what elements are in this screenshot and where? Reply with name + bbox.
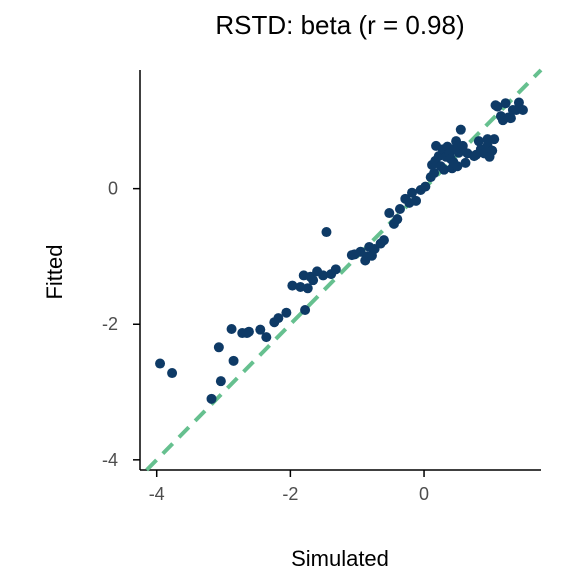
- data-point: [330, 264, 341, 275]
- data-point: [281, 307, 292, 318]
- y-tick-label: -4: [102, 450, 118, 470]
- data-point: [206, 393, 217, 404]
- data-point: [517, 105, 528, 115]
- data-point: [455, 124, 466, 135]
- data-point: [226, 323, 237, 334]
- data-point: [300, 305, 311, 315]
- x-tick-label: -4: [149, 484, 165, 504]
- data-point: [215, 376, 226, 387]
- data-point: [378, 235, 389, 246]
- data-point: [482, 134, 493, 145]
- data-point: [487, 145, 498, 156]
- data-point: [500, 98, 511, 109]
- data-point: [155, 358, 166, 369]
- x-tick-label: -2: [282, 484, 298, 504]
- data-point: [228, 355, 239, 366]
- data-point: [407, 187, 418, 198]
- data-point: [457, 140, 468, 151]
- identity-reference-line: [145, 68, 543, 472]
- data-point: [420, 181, 431, 192]
- y-tick-label: -2: [102, 314, 118, 334]
- data-point: [308, 275, 319, 286]
- data-point: [255, 324, 266, 335]
- data-point: [243, 326, 254, 337]
- data-point: [384, 208, 395, 219]
- data-point: [492, 101, 503, 112]
- x-tick-label: 0: [419, 484, 429, 504]
- data-point: [167, 368, 178, 379]
- x-axis-label: Simulated: [291, 546, 389, 571]
- data-point: [411, 195, 422, 206]
- data-point: [460, 157, 471, 168]
- data-point: [394, 203, 405, 214]
- data-point: [287, 280, 298, 291]
- x-ticks: -4 -2 0: [149, 470, 429, 504]
- data-point: [321, 227, 332, 238]
- data-point: [392, 214, 403, 225]
- data-point: [213, 342, 224, 353]
- data-point: [513, 97, 524, 108]
- data-point: [261, 332, 272, 343]
- data-point: [452, 161, 463, 172]
- y-axis-label: Fitted: [42, 244, 67, 299]
- data-point: [302, 283, 313, 294]
- y-tick-label: 0: [108, 179, 118, 199]
- data-point: [505, 113, 516, 124]
- data-point: [429, 168, 440, 179]
- data-point: [318, 270, 329, 281]
- chart-title: RSTD: beta (r = 0.98): [215, 10, 464, 40]
- data-point: [273, 313, 284, 324]
- data-points: [155, 97, 528, 404]
- data-point: [439, 164, 450, 175]
- y-ticks: -4 -2 0: [102, 179, 140, 470]
- data-point: [473, 136, 484, 147]
